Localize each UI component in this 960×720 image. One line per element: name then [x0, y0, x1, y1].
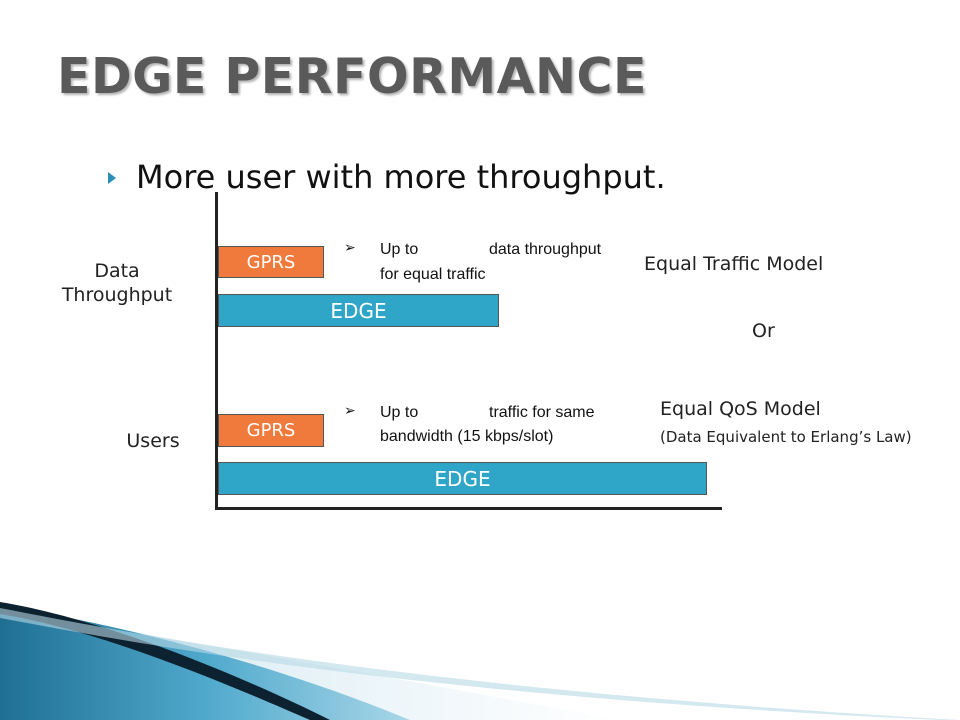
data-throughput-label-line2: Throughput	[61, 284, 173, 306]
equal-qos-model-sublabel: (Data Equivalent to Erlang’s Law)	[660, 428, 912, 446]
x-axis-line	[215, 507, 722, 510]
bullet-arrow-icon	[108, 172, 116, 184]
bottom-note-up-to: Up to	[380, 404, 419, 421]
note-marker-icon: ➢	[344, 240, 356, 256]
top-note-up-to: Up to	[380, 241, 419, 258]
users-label: Users	[126, 430, 180, 452]
equal-qos-model-label: Equal QoS Model	[660, 398, 821, 420]
top-note-throughput: data throughput	[489, 241, 602, 258]
bottom-note-traffic: traffic for same	[489, 404, 595, 421]
top-note-line2: for equal traffic	[380, 266, 486, 283]
edge-bar-top: EDGE	[218, 294, 499, 327]
note-marker-icon: ➢	[344, 403, 356, 419]
page-title: EDGE PERFORMANCE	[57, 48, 647, 105]
bullet-text: More user with more throughput.	[136, 158, 666, 196]
gprs-bar-bottom: GPRS	[218, 414, 324, 447]
edge-bar-bottom: EDGE	[218, 462, 707, 495]
gprs-bar-top: GPRS	[218, 246, 324, 278]
data-throughput-label-line1: Data	[94, 260, 140, 282]
equal-traffic-model-label: Equal Traffic Model	[644, 253, 824, 275]
y-axis-line	[215, 192, 218, 510]
or-label: Or	[752, 320, 775, 342]
bottom-note-line2: bandwidth (15 kbps/slot)	[380, 428, 554, 445]
decorative-swoosh	[0, 602, 960, 720]
data-throughput-label: Data Throughput	[55, 260, 179, 306]
